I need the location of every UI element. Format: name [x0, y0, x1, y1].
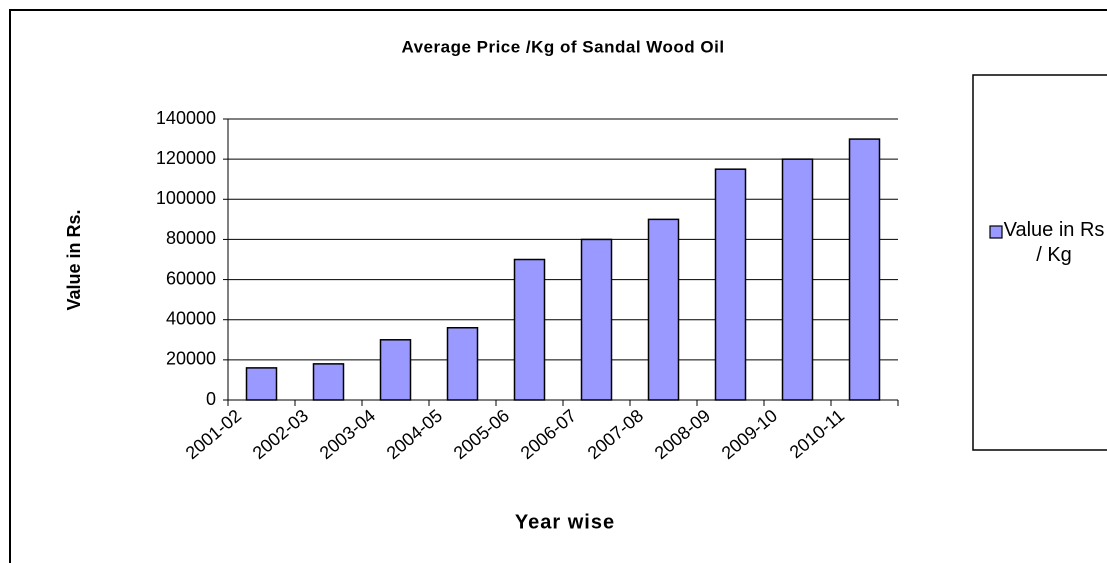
bar	[513, 258, 546, 401]
chart-border	[9, 9, 1107, 563]
legend-label: Value in Rs / Kg	[1003, 219, 1105, 266]
x-tick-label: 2002-03	[249, 405, 312, 463]
chart-title: Average Price /Kg of Sandal Wood Oil	[401, 37, 724, 56]
bar	[580, 238, 613, 401]
y-tick-label: 60000	[166, 268, 216, 288]
x-tick-label: 2001-02	[182, 405, 245, 463]
x-tick-label: 2007-08	[584, 405, 647, 463]
bar	[647, 218, 680, 401]
y-tick-label: 0	[206, 389, 216, 409]
bar	[379, 339, 412, 401]
x-tick-label: 2010-11	[786, 405, 848, 462]
y-tick-label: 120000	[156, 148, 216, 168]
bar	[848, 138, 881, 401]
x-tick-label: 2008-09	[651, 405, 714, 463]
x-tick-label: 2006-07	[517, 405, 580, 463]
legend-box	[972, 74, 1107, 451]
bar	[312, 363, 345, 401]
y-tick-label: 40000	[166, 308, 216, 328]
y-tick-label: 100000	[156, 188, 216, 208]
y-tick-label: 140000	[156, 108, 216, 128]
x-tick-label: 2005-06	[450, 405, 513, 463]
y-tick-label: 80000	[166, 228, 216, 248]
bar	[446, 326, 479, 401]
legend-swatch	[989, 225, 1003, 239]
y-axis-label: Value in Rs.	[64, 209, 84, 310]
y-tick-label: 20000	[166, 349, 216, 369]
x-axis-label: Year wise	[515, 511, 615, 533]
bar	[714, 168, 747, 401]
bar	[781, 158, 814, 401]
x-tick-label: 2004-05	[383, 405, 446, 463]
bar	[245, 367, 278, 401]
x-tick-label: 2009-10	[718, 405, 781, 463]
x-tick-label: 2003-04	[316, 405, 379, 463]
